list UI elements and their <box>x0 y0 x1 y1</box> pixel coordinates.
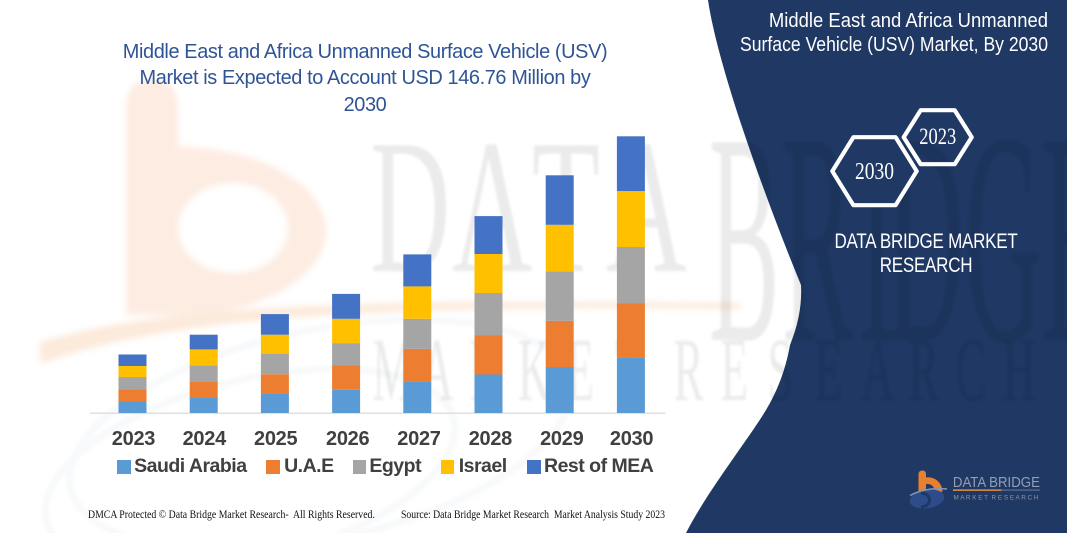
svg-text:2030: 2030 <box>855 158 894 185</box>
svg-text:DATA BRIDGE: DATA BRIDGE <box>953 475 1040 491</box>
svg-text:BRIDGE: BRIDGE <box>709 70 1067 405</box>
svg-text:M A R K E T R E S E A R C H: M A R K E T R E S E A R C H <box>954 495 1039 502</box>
svg-text:2023: 2023 <box>919 124 956 149</box>
